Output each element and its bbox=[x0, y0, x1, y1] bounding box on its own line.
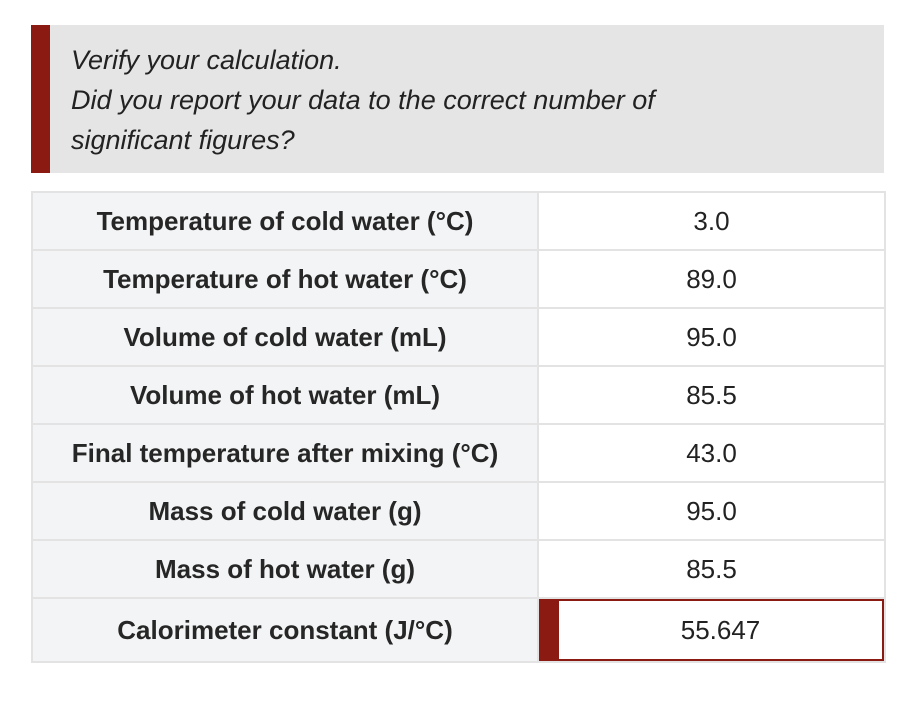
row-value: 89.0 bbox=[537, 249, 886, 309]
row-label: Final temperature after mixing (°C) bbox=[31, 423, 539, 483]
table-row: Volume of cold water (mL) 95.0 bbox=[31, 307, 886, 367]
calorimeter-constant-input[interactable]: 55.647 bbox=[539, 599, 884, 661]
table-row: Temperature of hot water (°C) 89.0 bbox=[31, 249, 886, 309]
data-table: Temperature of cold water (°C) 3.0 Tempe… bbox=[31, 191, 886, 663]
table-row: Mass of cold water (g) 95.0 bbox=[31, 481, 886, 541]
answer-row: Calorimeter constant (J/°C) 55.647 bbox=[31, 597, 886, 663]
row-label: Temperature of hot water (°C) bbox=[31, 249, 539, 309]
row-label: Mass of cold water (g) bbox=[31, 481, 539, 541]
feedback-line: significant figures? bbox=[71, 125, 295, 155]
feedback-line: Did you report your data to the correct … bbox=[71, 85, 655, 115]
table-row: Volume of hot water (mL) 85.5 bbox=[31, 365, 886, 425]
answer-cell: 55.647 bbox=[537, 597, 886, 663]
table-row: Final temperature after mixing (°C) 43.0 bbox=[31, 423, 886, 483]
feedback-banner: Verify your calculation. Did you report … bbox=[31, 25, 884, 173]
row-label: Temperature of cold water (°C) bbox=[31, 191, 539, 251]
row-label: Volume of cold water (mL) bbox=[31, 307, 539, 367]
row-label: Mass of hot water (g) bbox=[31, 539, 539, 599]
incorrect-flag-bar bbox=[541, 601, 559, 659]
row-value: 95.0 bbox=[537, 481, 886, 541]
row-value: 43.0 bbox=[537, 423, 886, 483]
answer-label: Calorimeter constant (J/°C) bbox=[31, 597, 539, 663]
row-value: 85.5 bbox=[537, 539, 886, 599]
row-value: 85.5 bbox=[537, 365, 886, 425]
feedback-line: Verify your calculation. bbox=[71, 45, 342, 75]
row-value: 3.0 bbox=[537, 191, 886, 251]
table-row: Mass of hot water (g) 85.5 bbox=[31, 539, 886, 599]
table-row: Temperature of cold water (°C) 3.0 bbox=[31, 191, 886, 251]
row-value: 95.0 bbox=[537, 307, 886, 367]
feedback-message: Verify your calculation. Did you report … bbox=[71, 40, 861, 160]
feedback-accent-bar bbox=[31, 25, 50, 173]
answer-value: 55.647 bbox=[680, 614, 761, 645]
row-label: Volume of hot water (mL) bbox=[31, 365, 539, 425]
